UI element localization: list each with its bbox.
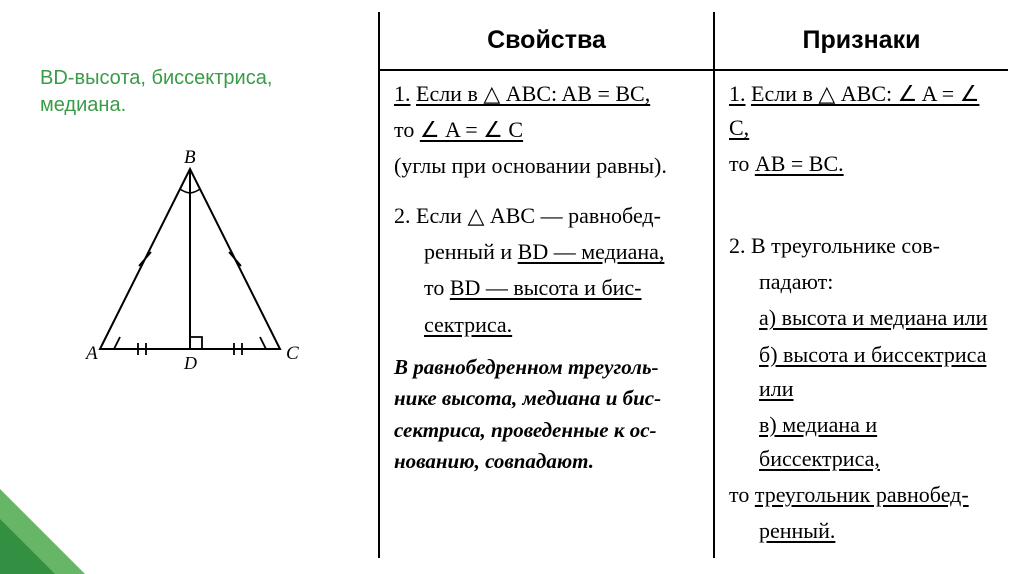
label-a: A xyxy=(84,343,98,364)
t: сектриса, проведенные к ос- xyxy=(394,415,699,447)
col-head-left: Свойства xyxy=(394,16,699,61)
prop-line: 2. Если △ ABC — равнобед- xyxy=(394,199,699,233)
sign-line: в) медиана и биссектриса, xyxy=(729,408,994,476)
slide: BD-высота, биссектриса, медиана. xyxy=(0,0,1024,574)
label-c: C xyxy=(286,343,299,364)
t: то xyxy=(424,275,450,300)
sign-line: ренный. xyxy=(729,514,994,548)
t: Если в △ ABC: AB = BC, xyxy=(416,81,650,106)
t: нованию, совпадают. xyxy=(394,446,699,478)
sign-line: то AB = BC. xyxy=(729,147,994,181)
sign-line: б) высота и биссектриса или xyxy=(729,338,994,406)
prop-line: то ∠ A = ∠ C xyxy=(394,113,699,147)
sign-line: то треугольник равнобед- xyxy=(729,478,994,512)
t: треугольник равнобед- xyxy=(755,482,969,507)
col-head-right: Признаки xyxy=(729,16,994,61)
diagram-caption: BD-высота, биссектриса, медиана. xyxy=(40,65,350,119)
t: 1. xyxy=(394,81,411,106)
label-d: D xyxy=(183,353,197,373)
t: то xyxy=(394,117,420,142)
label-b: B xyxy=(184,149,196,168)
properties-table: Свойства Признаки 1. Если в △ ABC: AB = … xyxy=(378,12,1008,558)
corner-triangle-dark xyxy=(0,519,55,574)
t: а) высота и медиана или xyxy=(759,305,987,330)
t: нике высота, медиана и бис- xyxy=(394,383,699,415)
t: б) высота и биссектриса или xyxy=(759,342,986,401)
prop-line: (углы при основании равны). xyxy=(394,149,699,183)
t: BD — медиана, xyxy=(518,239,665,264)
isoceles-triangle-diagram: A B C D xyxy=(80,149,350,384)
col-signs: 1. Если в △ ABC: ∠ A = ∠ C, то AB = BC. … xyxy=(715,71,1008,558)
col-signs-head-cell: Признаки xyxy=(715,12,1008,69)
t: ренный. xyxy=(759,518,835,543)
t: AB = BC. xyxy=(755,151,844,176)
col-properties: 1. Если в △ ABC: AB = BC, то ∠ A = ∠ C (… xyxy=(380,71,715,558)
sign-line: а) высота и медиана или xyxy=(729,301,994,335)
t: BD — высота и бис- xyxy=(450,275,642,300)
sign-line: падают: xyxy=(729,265,994,299)
prop-line: сектриса. xyxy=(394,308,699,342)
t: Если в △ ABC: ∠ A = ∠ C, xyxy=(729,81,979,140)
prop-line: ренный и BD — медиана, xyxy=(394,235,699,269)
t: ренный и xyxy=(424,239,518,264)
prop-line: то BD — высота и бис- xyxy=(394,271,699,305)
sign-line: 1. Если в △ ABC: ∠ A = ∠ C, xyxy=(729,77,994,145)
sign-line: 2. В треугольнике сов- xyxy=(729,229,994,263)
t: то xyxy=(729,151,755,176)
t: в) медиана и биссектриса, xyxy=(759,412,880,471)
left-pane: BD-высота, биссектриса, медиана. xyxy=(40,65,350,384)
t: 1. xyxy=(729,81,746,106)
prop-summary: В равнобедренном треуголь- нике высота, … xyxy=(394,352,699,478)
t: В равнобедренном треуголь- xyxy=(394,352,699,384)
prop-line: 1. Если в △ ABC: AB = BC, xyxy=(394,77,699,111)
t: сектриса. xyxy=(424,312,512,337)
t: то xyxy=(729,482,755,507)
col-properties-head-cell: Свойства xyxy=(380,12,715,69)
t: ∠ A = ∠ C xyxy=(420,117,523,142)
